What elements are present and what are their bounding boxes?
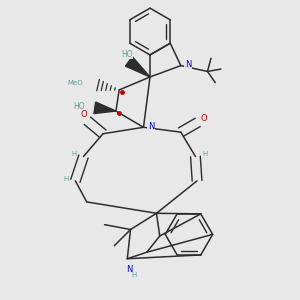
Text: O: O — [81, 110, 87, 119]
Text: H: H — [63, 176, 68, 182]
Polygon shape — [125, 57, 150, 77]
Text: N: N — [185, 60, 191, 69]
Text: N: N — [126, 265, 132, 274]
Text: MeO: MeO — [68, 80, 83, 86]
Text: H: H — [71, 151, 76, 157]
Text: O: O — [200, 114, 207, 123]
Text: HO: HO — [122, 50, 133, 59]
Text: HO: HO — [73, 102, 84, 111]
Polygon shape — [94, 102, 116, 114]
Text: N: N — [148, 122, 154, 131]
Text: H: H — [202, 151, 208, 157]
Text: H: H — [131, 272, 136, 278]
